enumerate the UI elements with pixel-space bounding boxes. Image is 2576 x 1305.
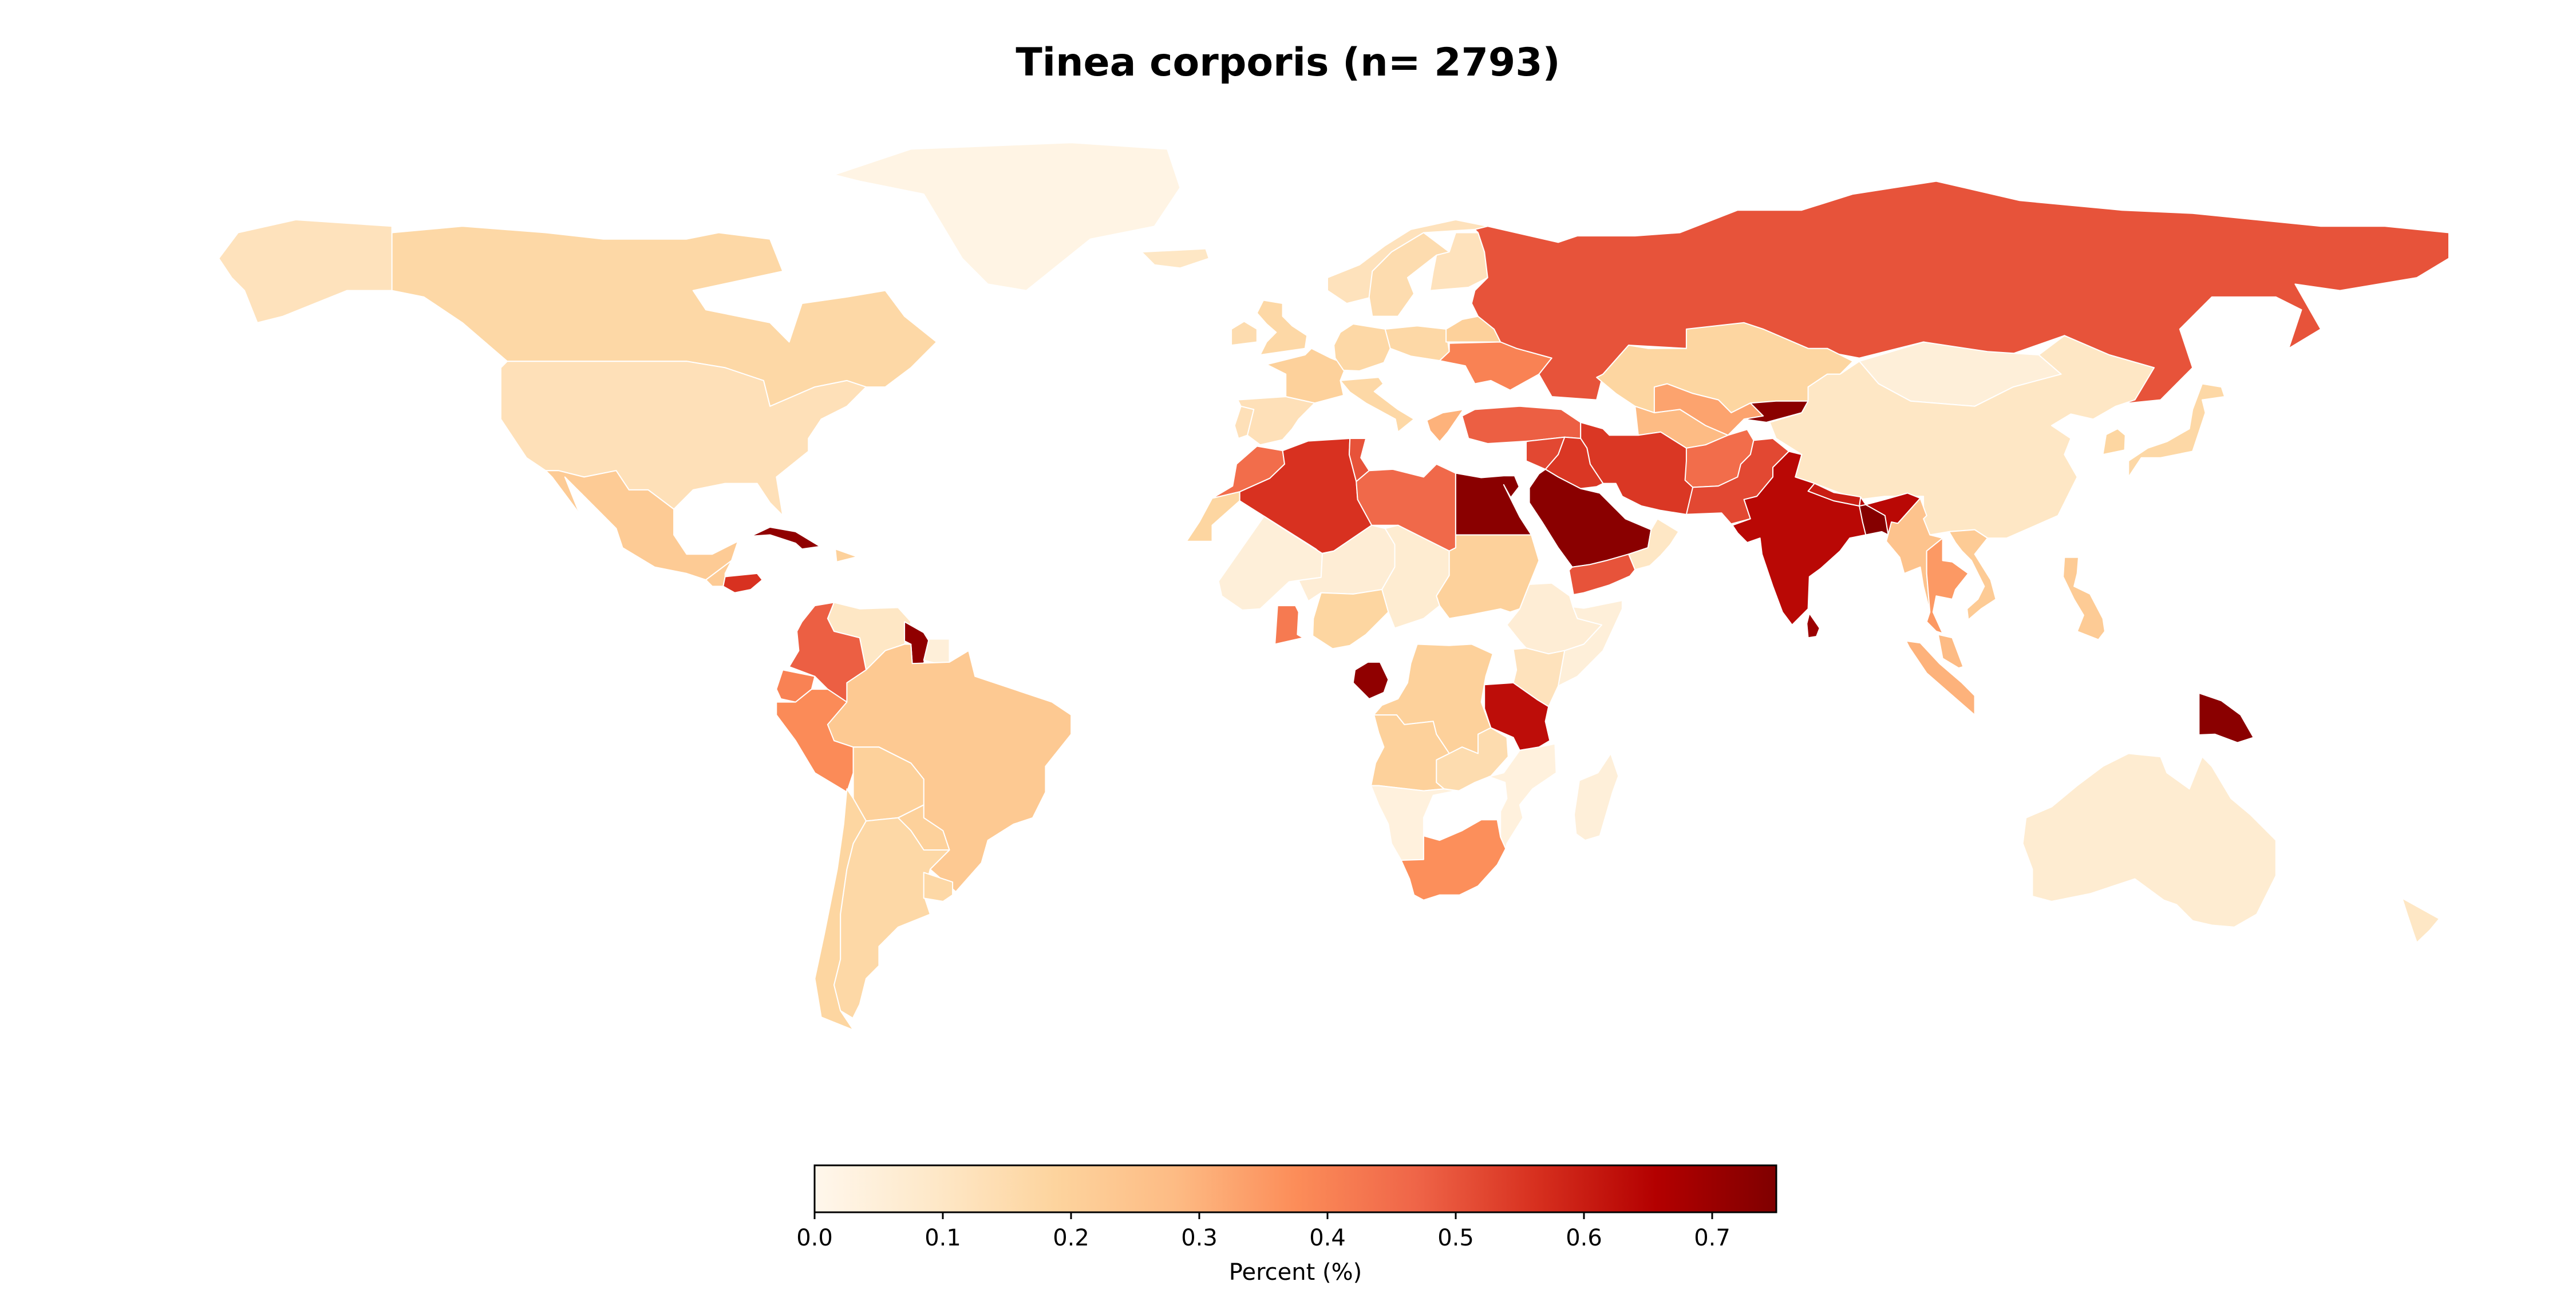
country-dominican-republic (835, 548, 858, 563)
colorbar-tick-label: 0.0 (796, 1225, 833, 1251)
country-mozambique (1488, 743, 1557, 849)
country-sudan (1436, 534, 1540, 619)
country-south-korea (2102, 428, 2126, 456)
country-honduras (722, 572, 763, 594)
country-nigeria (1312, 589, 1389, 650)
country-madagascar (1574, 753, 1619, 841)
country-finland (1429, 232, 1488, 291)
country-united-kingdom (1256, 299, 1308, 355)
country-indonesia (1905, 640, 1976, 716)
colorbar-tick-label: 0.6 (1566, 1225, 1602, 1251)
country-tanzania (1484, 682, 1551, 751)
country-namibia (1370, 785, 1456, 861)
country-greece (1426, 409, 1464, 442)
country-italy (1340, 377, 1415, 433)
country-kenya (1512, 647, 1566, 707)
country-thailand (1926, 537, 1969, 634)
country-russia (1471, 180, 2449, 404)
country-iceland (1141, 248, 1210, 269)
country-new-zealand (2401, 897, 2440, 943)
colorbar-label: Percent (%) (1229, 1259, 1362, 1286)
colorbar-tick-label: 0.7 (1694, 1225, 1730, 1251)
country-bangladesh (1859, 504, 1889, 536)
country-uruguay (923, 872, 954, 902)
country-ghana (1274, 605, 1304, 645)
colorbar-tick-label: 0.1 (924, 1225, 961, 1251)
country-papua-new-guinea (2198, 692, 2254, 744)
country-malaysia (1937, 634, 1964, 669)
country-western-sahara (1186, 491, 1240, 542)
country-japan (2128, 383, 2226, 478)
colorbar-ticks: 0.0 0.1 0.2 0.3 0.4 0.5 0.6 0.7 (796, 1212, 1730, 1251)
country-oman (1628, 518, 1680, 571)
colorbar-tick-label: 0.4 (1309, 1225, 1346, 1251)
map-title: Tinea corporis (n= 2793) (1016, 40, 1560, 85)
country-alaska (218, 219, 393, 323)
country-philippines (2063, 556, 2105, 640)
country-argentina (833, 817, 950, 1031)
country-nepal (1807, 483, 1862, 507)
country-greenland (833, 142, 1181, 291)
country-portugal (1234, 405, 1255, 439)
country-vietnam (1948, 529, 1997, 620)
country-germany (1333, 323, 1391, 371)
colorbar-tick-label: 0.5 (1437, 1225, 1474, 1251)
country-cuba (750, 527, 821, 550)
country-sri-lanka (1806, 612, 1820, 639)
colorbar-gradient (813, 1164, 1777, 1213)
country-gabon (1352, 661, 1389, 699)
country-syria (1526, 436, 1566, 470)
colorbar-tick-label: 0.3 (1181, 1225, 1218, 1251)
colorbar-tick-label: 0.2 (1053, 1225, 1089, 1251)
country-ireland (1231, 321, 1258, 346)
country-south-africa (1400, 819, 1507, 901)
country-china (1769, 335, 2155, 539)
country-australia (2022, 753, 2277, 928)
